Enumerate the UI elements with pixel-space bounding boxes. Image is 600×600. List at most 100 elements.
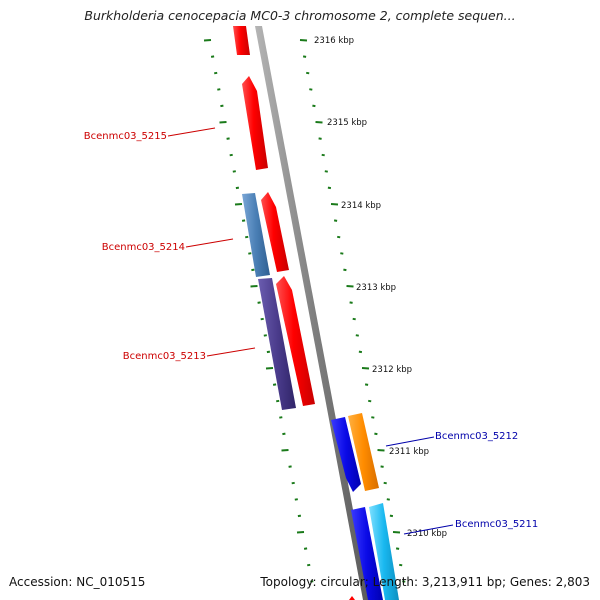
gene-label-leader [403,524,454,535]
gene-bcenmc03-5214[interactable] [242,193,270,277]
minor-tick [318,137,322,140]
minor-tick [282,432,286,436]
major-tick [330,203,339,206]
minor-tick [374,432,378,436]
minor-tick [266,350,271,354]
minor-tick [251,268,255,272]
gene-bottom-red[interactable] [349,596,355,600]
minor-tick [340,252,344,255]
major-tick [377,449,385,452]
gene-bcenmc03-5215[interactable] [242,76,268,170]
minor-tick [324,170,328,173]
minor-tick [272,383,277,386]
major-tick [346,285,354,288]
gene-label[interactable]: Bcenmc03_5214 [102,242,185,253]
minor-tick [395,547,400,550]
gene-bcenmc03-5214-fwd[interactable] [261,192,289,272]
minor-tick [226,137,230,140]
kbp-label: 2313 kbp [356,283,396,293]
minor-tick [260,317,264,321]
minor-tick [294,498,298,501]
minor-tick [214,71,218,75]
minor-tick [245,235,249,239]
kbp-label: 2316 kbp [314,36,354,46]
minor-tick [257,301,261,304]
kbp-label: 2312 kbp [372,365,412,375]
minor-tick [263,334,267,337]
minor-tick [306,71,310,75]
minor-tick [352,317,356,321]
gene-label-leader [185,238,234,248]
gene-bcenmc03-5211-cyan[interactable] [369,503,399,600]
minor-tick [276,399,280,403]
minor-tick [380,465,384,468]
sequence-summary: Topology: circular; Length: 3,213,911 bp… [260,575,590,589]
gene-bcenmc03-5216[interactable] [233,26,250,55]
major-tick [299,39,308,42]
minor-tick [321,153,325,157]
minor-tick [337,235,341,239]
major-tick [250,285,258,288]
major-tick [281,449,289,452]
gene-label-leader [385,436,435,447]
gene-bcenmc03-5212-orange[interactable] [348,413,379,491]
minor-tick [229,153,233,157]
minor-tick [327,186,332,190]
minor-tick [386,498,390,501]
minor-tick [358,350,363,354]
major-tick [296,531,305,534]
map-title: Burkholderia cenocepacia MC0-3 chromosom… [84,8,516,23]
minor-tick [389,514,394,518]
kbp-label: 2310 kbp [407,529,447,539]
minor-tick [302,55,307,58]
major-tick [234,203,243,206]
minor-tick [333,219,338,222]
major-tick [203,39,212,42]
minor-tick [217,88,221,91]
minor-tick [349,301,353,304]
major-tick [361,367,370,370]
kbp-label: 2314 kbp [341,201,381,211]
gene-bcenmc03-5211[interactable] [351,507,383,600]
minor-tick [288,465,292,468]
minor-tick [310,580,314,583]
minor-tick [232,170,236,173]
minor-tick [309,88,313,91]
minor-tick [368,399,372,403]
minor-tick [291,481,295,485]
minor-tick [312,104,316,108]
minor-tick [399,563,403,567]
gene-bcenmc03-5212[interactable] [331,417,361,492]
minor-tick [297,514,302,518]
minor-tick [402,580,406,583]
gene-label[interactable]: Bcenmc03_5212 [435,431,518,442]
kbp-label: 2311 kbp [389,447,429,457]
minor-tick [303,547,308,550]
gene-bcenmc03-5213[interactable] [258,278,296,410]
minor-tick [364,383,369,386]
kbp-label: 2315 kbp [327,118,367,128]
minor-tick [248,252,252,255]
gene-label-leader [167,127,216,137]
minor-tick [235,186,240,190]
major-tick [265,367,274,370]
gene-label[interactable]: Bcenmc03_5213 [123,351,206,362]
accession-text: Accession: NC_010515 [9,575,146,589]
minor-tick [307,563,311,567]
minor-tick [241,219,246,222]
gene-label[interactable]: Bcenmc03_5211 [455,519,538,530]
minor-tick [355,334,359,337]
gene-bcenmc03-5213-fwd[interactable] [276,276,315,406]
minor-tick [343,268,347,272]
major-tick [315,121,323,124]
minor-tick [220,104,224,108]
major-tick [219,121,227,124]
minor-tick [210,55,215,58]
gene-label-leader [206,347,256,357]
minor-tick [383,481,387,485]
gene-label[interactable]: Bcenmc03_5215 [84,131,167,142]
minor-tick [279,416,283,419]
scale-ticks [203,39,406,583]
